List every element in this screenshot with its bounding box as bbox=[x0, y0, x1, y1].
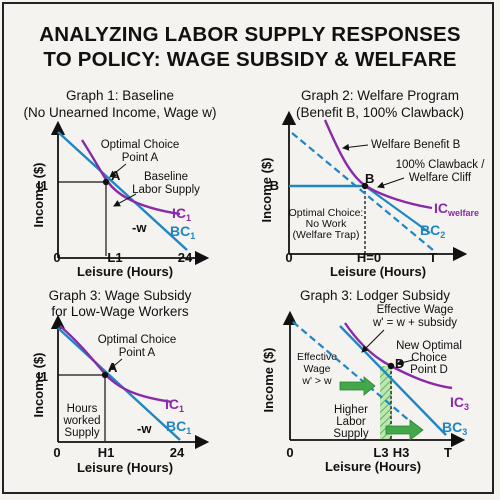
panel-2-xlabel: Leisure (Hours) bbox=[330, 264, 426, 279]
panel-3-xlabel: Leisure (Hours) bbox=[77, 460, 173, 475]
figure-frame bbox=[2, 2, 494, 494]
panel-4-annot-effwage-1: Effective Wage bbox=[377, 304, 454, 316]
panel-2-annot-trap-1: Optimal Choice: bbox=[289, 207, 364, 219]
panel-1-subtitle: (No Unearned Income, Wage w) bbox=[23, 105, 216, 120]
panel-2-annot-benefit: Welfare Benefit B bbox=[371, 139, 461, 151]
panel-4-point-d bbox=[387, 362, 395, 370]
panel-2-tick-b: B bbox=[270, 178, 279, 193]
panel-2-subtitle: (Benefit B, 100% Clawback) bbox=[296, 105, 464, 120]
panel-3-ylabel: Income ($) bbox=[31, 352, 46, 417]
panel-4-old-budget-line bbox=[292, 321, 419, 429]
panel-4-annot-wgt-1: Effective bbox=[297, 351, 337, 363]
panel-1-annot-baseline-1: Baseline bbox=[144, 171, 188, 183]
panel-1-ylabel: Income ($) bbox=[31, 162, 46, 227]
panel-1-annot-optimal-1: Optimal Choice bbox=[101, 139, 180, 151]
panel-4-tick-h3: H3 bbox=[393, 445, 410, 460]
panel-1-xlabel: Leisure (Hours) bbox=[77, 264, 173, 279]
panel-3-point-a bbox=[101, 371, 109, 379]
panel-1-series-ic1: IC1 bbox=[172, 205, 191, 223]
panel-4-tick-t: T bbox=[444, 445, 452, 460]
panel-4-annot-wgt-2: Wage bbox=[303, 363, 330, 375]
panel-1-annot-optimal-2: Point A bbox=[122, 152, 159, 164]
panel-3-tick-0: 0 bbox=[53, 445, 60, 460]
panel-4: Graph 3: Lodger Subsidy Income ($) Leisu… bbox=[261, 288, 469, 474]
panel-2-annot-trap-2: No Work bbox=[306, 218, 347, 230]
panel-3-point-a-label: A bbox=[108, 360, 118, 375]
panel-2-tick-h0: H=0 bbox=[357, 250, 381, 265]
panel-3: Graph 3: Wage Subsidy for Low-Wage Worke… bbox=[31, 288, 210, 475]
figure-title: ANALYZING LABOR SUPPLY RESPONSES TO POLI… bbox=[0, 22, 500, 72]
panel-3-subtitle: for Low-Wage Workers bbox=[51, 304, 189, 319]
panel-2-annot-clawback-arrow bbox=[377, 177, 405, 189]
panel-4-series-bc3: BC3 bbox=[442, 419, 467, 437]
panel-3-annot-optimal-2: Point A bbox=[119, 347, 156, 359]
panel-1-slope-label: -w bbox=[132, 220, 147, 235]
panel-3-slope-label: -w bbox=[137, 421, 152, 436]
panel-2-tick-0: 0 bbox=[285, 250, 292, 265]
panel-1-budget-line bbox=[57, 131, 188, 251]
panel-2-annot-clawback-2: Welfare Cliff bbox=[409, 172, 472, 184]
panel-4-annot-effwage-arrow bbox=[361, 329, 385, 353]
panel-4-annot-higher-1: Higher bbox=[334, 404, 368, 416]
panel-4-xlabel: Leisure (Hours) bbox=[325, 459, 421, 474]
panel-3-annot-hours-1: Hours bbox=[67, 403, 98, 415]
panel-4-annot-wgt-3: w' > w bbox=[301, 375, 332, 387]
panel-4-series-ic3: IC3 bbox=[450, 394, 469, 412]
panel-4-title: Graph 3: Lodger Subsidy bbox=[300, 288, 450, 303]
panel-4-annot-newopt-arrow bbox=[396, 359, 414, 366]
panel-4-annot-higher-2: Labor bbox=[336, 416, 366, 428]
panel-2-clawback-segment bbox=[364, 185, 431, 234]
panel-4-arrow-up bbox=[339, 376, 376, 396]
panel-2-title: Graph 2: Welfare Program bbox=[301, 88, 459, 103]
panel-2-point-b-label: B bbox=[365, 171, 374, 186]
panel-4-arrow-right bbox=[385, 419, 424, 441]
panel-4-higher-labor-band bbox=[380, 366, 392, 439]
panel-4-annot-newopt-1: New Optimal bbox=[396, 340, 462, 352]
panel-1-tick-0: 0 bbox=[53, 250, 60, 265]
panel-3-series-bc1: BC1 bbox=[166, 418, 191, 436]
panel-3-series-ic1: IC1 bbox=[165, 396, 184, 414]
panel-1-title: Graph 1: Baseline bbox=[66, 88, 174, 103]
title-line-1: ANALYZING LABOR SUPPLY RESPONSES bbox=[39, 23, 461, 46]
panel-2-annot-trap-box bbox=[291, 206, 362, 240]
panel-3-annot-hours-3: Supply bbox=[64, 427, 99, 439]
panel-4-annot-newopt-3: Point D bbox=[410, 364, 448, 376]
panel-2-tick-t: T bbox=[429, 250, 437, 265]
panel-3-annot-hours-2: worked bbox=[62, 415, 100, 427]
panel-3-tick-h1: H1 bbox=[98, 445, 115, 460]
panel-2-budget-line bbox=[291, 132, 434, 251]
panel-2-series-icwelfare: ICwelfare bbox=[434, 200, 479, 218]
panel-1-annot-optimal-arrow bbox=[109, 163, 127, 178]
panel-3-tick-24: 24 bbox=[170, 445, 185, 460]
panel-2-annot-benefit-arrow bbox=[342, 143, 369, 151]
panel-4-tick-0: 0 bbox=[286, 445, 293, 460]
panel-3-tick-i1: I1 bbox=[37, 369, 48, 384]
panel-1-annot-baseline-2: Labor Supply bbox=[132, 184, 200, 196]
panel-1-tick-i1: I1 bbox=[37, 178, 48, 193]
panel-1-point-a bbox=[102, 178, 110, 186]
panel-1-annot-baseline-arrow bbox=[113, 193, 137, 207]
panel-4-ylabel: Income ($) bbox=[261, 347, 276, 412]
panel-1-tick-l1: L1 bbox=[107, 250, 122, 265]
panel-4-budget-line bbox=[339, 325, 447, 436]
panel-2-annot-clawback-1: 100% Clawback / bbox=[396, 159, 486, 171]
panel-4-tick-l3: L3 bbox=[373, 445, 388, 460]
panel-3-annot-optimal-arrow bbox=[108, 358, 123, 371]
panel-3-budget-line bbox=[57, 327, 181, 441]
panel-2-annot-trap-3: (Welfare Trap) bbox=[293, 229, 360, 241]
panel-2-point-b bbox=[361, 182, 369, 190]
panel-3-title: Graph 3: Wage Subsidy bbox=[49, 288, 192, 303]
panel-2: Graph 2: Welfare Program (Benefit B, 100… bbox=[259, 88, 485, 279]
panel-1-tick-24: 24 bbox=[178, 250, 193, 265]
panel-2-ylabel: Income ($) bbox=[259, 157, 274, 222]
panel-4-annot-higher-3: Supply bbox=[333, 428, 368, 440]
panel-4-annot-newopt-2: Choice bbox=[411, 352, 447, 364]
panel-1-series-bc1: BC1 bbox=[170, 223, 195, 241]
panel-3-annot-optimal-1: Optimal Choice bbox=[98, 334, 177, 346]
title-line-2: TO POLICY: WAGE SUBSIDY & WELFARE bbox=[43, 48, 457, 71]
panel-1: Graph 1: Baseline (No Unearned Income, W… bbox=[23, 88, 216, 279]
panel-4-annot-effwage-2: w' = w + subsidy bbox=[372, 317, 457, 329]
panel-2-series-bc2: BC2 bbox=[420, 222, 445, 240]
